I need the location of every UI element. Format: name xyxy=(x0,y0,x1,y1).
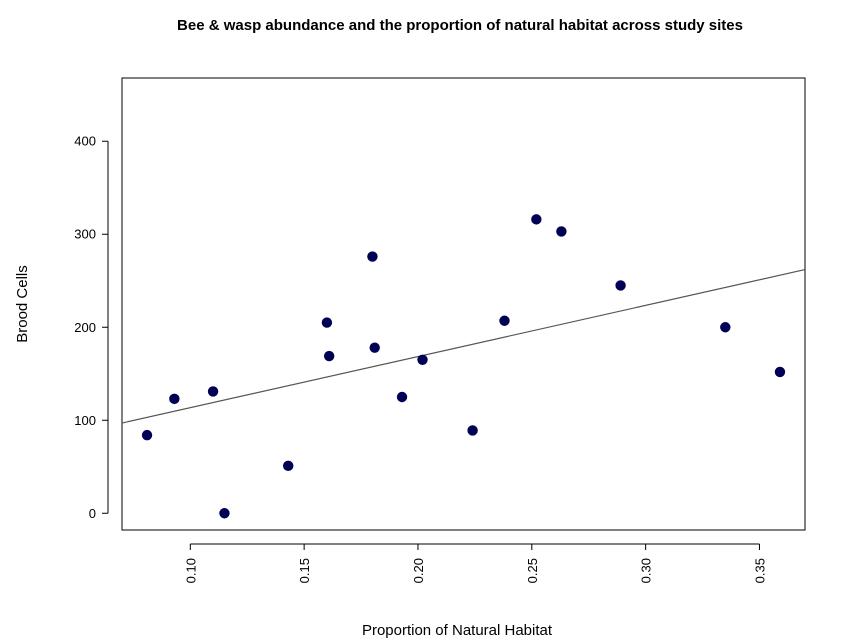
data-point xyxy=(531,214,542,225)
y-tick-label: 100 xyxy=(74,413,96,428)
plot-frame xyxy=(121,77,806,531)
data-point xyxy=(219,508,230,519)
data-point xyxy=(720,322,731,333)
y-tick-label: 300 xyxy=(74,227,96,242)
data-point xyxy=(207,386,219,397)
data-point xyxy=(169,393,180,405)
data-point xyxy=(282,460,294,472)
data-point xyxy=(369,342,380,353)
y-tick-label: 200 xyxy=(74,320,96,335)
y-axis-label: Brood Cells xyxy=(14,265,31,343)
data-point xyxy=(323,350,335,362)
x-tick-label: 0.20 xyxy=(411,558,426,583)
x-axis: 0.10 0.15 0.20 0.25 0.30 0.35 xyxy=(183,543,767,583)
data-point xyxy=(499,315,510,326)
x-tick-label: 0.30 xyxy=(639,558,654,583)
data-point xyxy=(367,251,378,262)
x-tick-label: 0.15 xyxy=(297,558,312,583)
data-points xyxy=(141,214,786,519)
y-tick-label: 0 xyxy=(89,506,96,521)
y-axis: 0 100 200 300 400 xyxy=(74,134,109,521)
x-axis-label: Proportion of Natural Habitat xyxy=(362,622,553,639)
y-tick-label: 400 xyxy=(74,134,96,149)
data-point xyxy=(467,425,478,436)
data-point xyxy=(774,366,786,378)
data-point xyxy=(141,429,153,441)
data-point xyxy=(615,280,626,291)
trend-line-group xyxy=(121,269,806,424)
data-point xyxy=(321,317,333,328)
data-point xyxy=(556,226,567,237)
x-tick-label: 0.35 xyxy=(752,558,767,583)
data-point xyxy=(417,354,428,366)
data-point xyxy=(396,391,408,403)
x-tick-label: 0.25 xyxy=(525,558,540,583)
chart-title: Bee & wasp abundance and the proportion … xyxy=(177,17,743,34)
x-tick-label: 0.10 xyxy=(183,558,198,583)
trend-line xyxy=(121,269,806,424)
